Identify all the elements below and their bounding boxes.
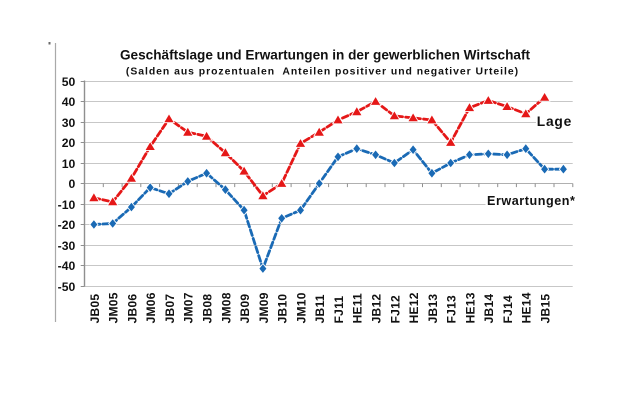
svg-text:Geschäftslage und Erwartungen: Geschäftslage und Erwartungen in der gew… [120,47,531,62]
svg-text:0: 0 [69,177,76,191]
svg-text:JB15: JB15 [539,294,553,324]
svg-text:FJ11: FJ11 [332,296,346,324]
svg-text:JB12: JB12 [370,294,384,324]
svg-text:HE14: HE14 [520,292,534,323]
svg-text:HE13: HE13 [463,292,477,323]
svg-text:JB10: JB10 [276,294,290,324]
svg-text:JM06: JM06 [144,292,158,323]
svg-text:JB11: JB11 [313,294,327,323]
svg-text:JB09: JB09 [238,294,252,324]
svg-text:-10: -10 [58,198,76,212]
svg-text:-40: -40 [58,259,76,273]
svg-text:-20: -20 [58,218,76,232]
svg-text:JM07: JM07 [182,292,196,323]
svg-text:JB06: JB06 [125,294,139,324]
svg-text:JM08: JM08 [219,292,233,323]
svg-text:(Salden aus prozentualen Ante: (Salden aus prozentualen Anteilen positi… [126,67,519,78]
svg-text:JB08: JB08 [201,294,215,324]
svg-text:-50: -50 [58,280,76,294]
svg-text:JB14: JB14 [482,294,496,324]
svg-text:Lage: Lage [537,114,572,129]
svg-text:50: 50 [62,75,76,89]
svg-text:FJ12: FJ12 [388,295,402,323]
svg-text:JB13: JB13 [426,294,440,324]
svg-text:Erwartungen*: Erwartungen* [487,194,575,208]
svg-text:40: 40 [62,95,76,109]
svg-text:10: 10 [62,157,76,171]
svg-text:JM09: JM09 [257,292,271,323]
svg-text:FJ14: FJ14 [501,295,515,323]
svg-text:JB05: JB05 [88,294,102,324]
svg-text:HE12: HE12 [407,292,421,323]
svg-text:-30: -30 [58,239,76,253]
svg-text:20: 20 [62,136,76,150]
svg-text:HE11: HE11 [351,293,365,323]
svg-text:JM05: JM05 [107,292,121,323]
svg-text:JM10: JM10 [294,292,308,323]
svg-text:FJ13: FJ13 [445,295,459,323]
svg-text:30: 30 [62,116,76,130]
svg-text:JB07: JB07 [163,294,177,324]
